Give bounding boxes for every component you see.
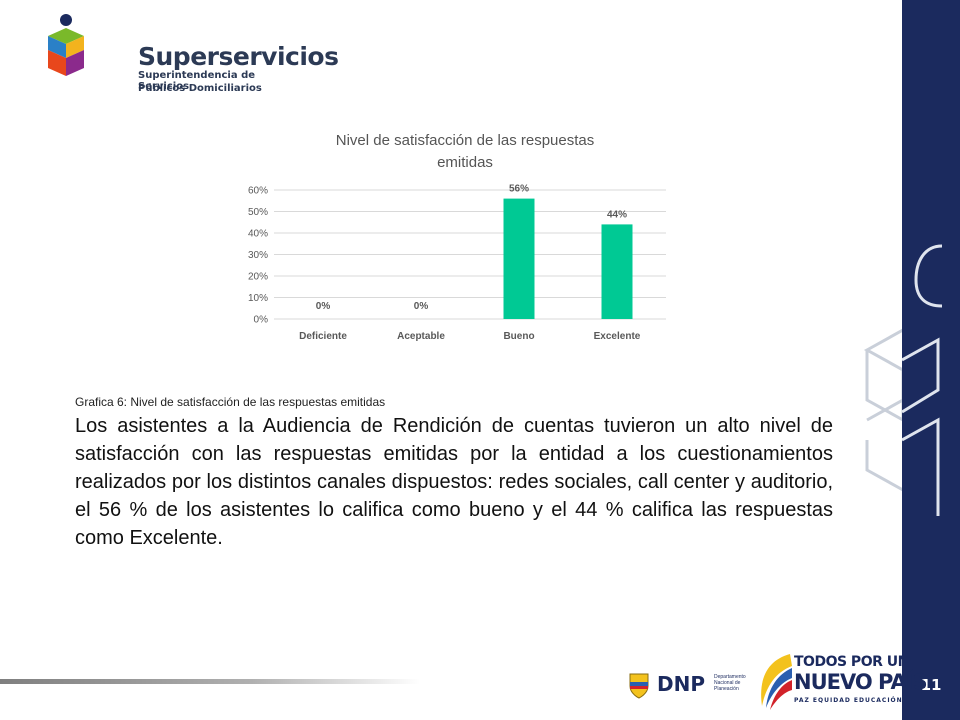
bar-chart: 0% 10% 20% 30% 40% 50% 60% 0% Deficiente 0% Acepta… xyxy=(248,184,666,342)
chart-title-line1: Nivel de satisfacción de las respuestas xyxy=(335,132,595,149)
x-category-label: Bueno xyxy=(503,331,534,342)
bar xyxy=(503,198,535,319)
tpun-line1: TODOS POR UN xyxy=(794,654,909,670)
colombia-coat-of-arms-icon xyxy=(629,673,649,699)
y-tick-label: 0% xyxy=(254,315,269,326)
y-tick-label: 30% xyxy=(248,250,268,261)
figure-caption: Grafica 6: Nivel de satisfacción de las … xyxy=(75,395,386,409)
chart-title-line2: emitidas xyxy=(437,154,493,171)
data-label: 56% xyxy=(509,184,529,195)
logo-name: Superservicios xyxy=(138,42,339,71)
y-tick-label: 50% xyxy=(248,207,268,218)
logo-subtitle-line1: Superintendencia de Servicios xyxy=(138,70,256,92)
data-label: 44% xyxy=(607,209,627,220)
dnp-logo: DNP Departamento Nacional de Planeación xyxy=(626,668,746,702)
tpun-line2: NUEVO PAÍS xyxy=(794,670,928,694)
tricolor-swoosh-icon xyxy=(761,654,792,710)
body-paragraph: Los asistentes a la Audiencia de Rendici… xyxy=(75,415,833,549)
data-label: 0% xyxy=(316,301,331,312)
x-category-label: Excelente xyxy=(594,331,641,342)
right-sidebar: 11 xyxy=(902,0,960,720)
bar xyxy=(601,224,633,319)
chart-title: Nivel de satisfacción de las respuestas … xyxy=(290,130,640,174)
x-category-label: Aceptable xyxy=(397,331,445,342)
page-number: 11 xyxy=(920,676,942,694)
data-label: 0% xyxy=(414,301,429,312)
superservicios-emblem-icon xyxy=(48,14,84,76)
dnp-full-name: Departamento Nacional de Planeación xyxy=(714,674,746,692)
superservicios-logo: Superservicios Superintendencia de Servi… xyxy=(42,12,339,94)
y-tick-label: 10% xyxy=(248,293,268,304)
y-tick-label: 60% xyxy=(248,186,268,197)
y-tick-label: 40% xyxy=(248,229,268,240)
bottom-rule xyxy=(0,679,420,684)
sidebar-outline-shapes xyxy=(902,244,943,516)
logo-subtitle-line2: Públicos Domiciliarios xyxy=(138,83,262,94)
dnp-wordmark: DNP xyxy=(657,672,705,696)
y-tick-label: 20% xyxy=(248,272,268,283)
tpun-line3: PAZ EQUIDAD EDUCACIÓN xyxy=(794,697,903,704)
x-category-label: Deficiente xyxy=(299,331,347,342)
todos-por-un-nuevo-pais-logo: TODOS POR UN NUEVO PAÍS PAZ EQUIDAD EDUC… xyxy=(754,650,928,716)
